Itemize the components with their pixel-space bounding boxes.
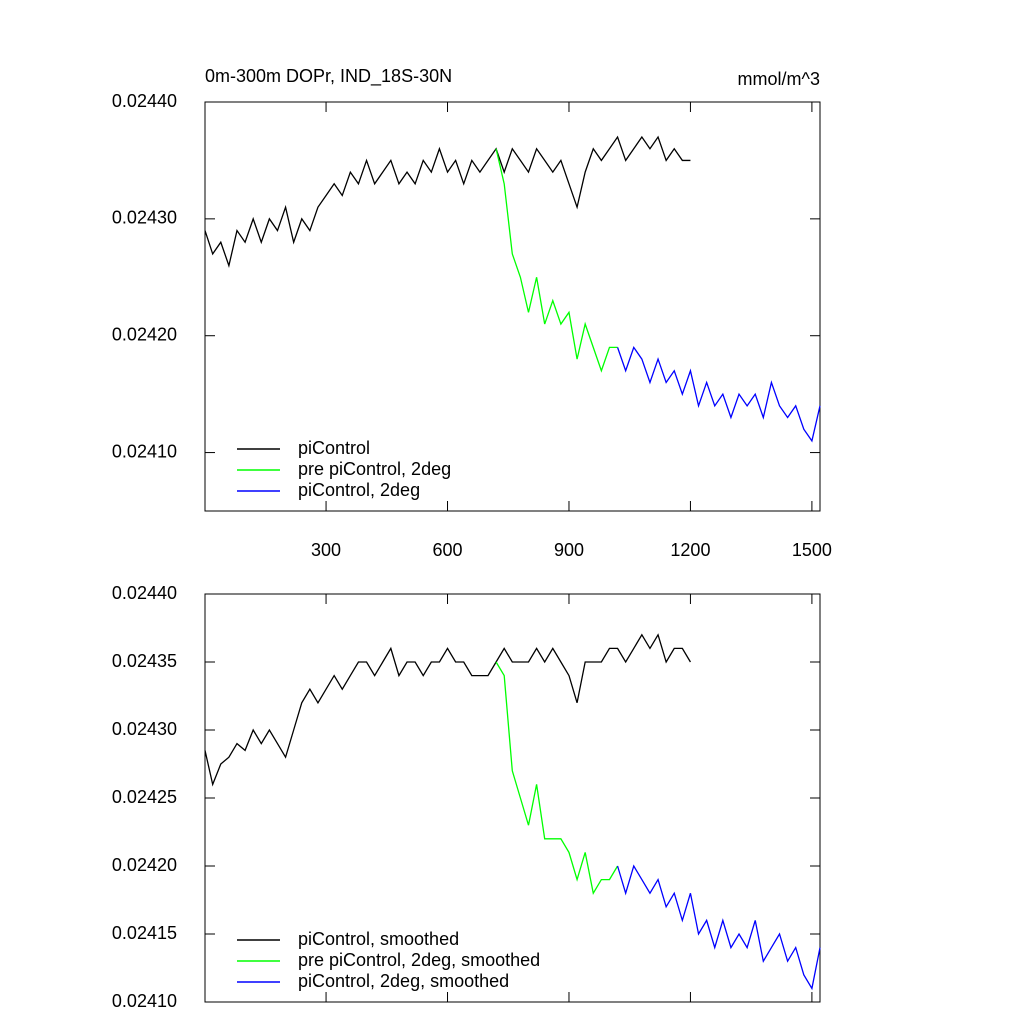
y-tick-label: 0.02420 [112,855,177,875]
series-line [616,345,821,443]
x-tick-label: 1500 [792,540,832,560]
x-tick-label: 300 [311,540,341,560]
y-tick-label: 0.02430 [112,208,177,228]
plot-frame [204,101,821,512]
y-tick-label: 0.02440 [112,583,177,603]
units-label: mmol/m^3 [738,69,820,89]
x-tick-label: 600 [432,540,462,560]
y-tick-label: 0.02440 [112,91,177,111]
y-tick-label: 0.02420 [112,324,177,344]
x-tick-label: 900 [554,540,584,560]
series-line [616,864,821,991]
y-tick-label: 0.02410 [112,991,177,1011]
legend-label: pre piControl, 2deg [298,459,451,479]
legend-label: piControl, smoothed [298,929,459,949]
y-tick-label: 0.02435 [112,651,177,671]
series-line [204,135,691,268]
y-tick-label: 0.02410 [112,441,177,461]
series-line [495,148,618,373]
legend-label: piControl, 2deg [298,480,420,500]
y-tick-label: 0.02415 [112,923,177,943]
series-line [495,661,619,895]
y-tick-label: 0.02430 [112,719,177,739]
legend-label: pre piControl, 2deg, smoothed [298,950,540,970]
x-tick-label: 1200 [670,540,710,560]
series-line [204,633,691,787]
chart-title: 0m-300m DOPr, IND_18S-30N [205,66,452,87]
y-tick-label: 0.02425 [112,787,177,807]
legend-label: piControl [298,438,370,458]
legend-label: piControl, 2deg, smoothed [298,971,509,991]
